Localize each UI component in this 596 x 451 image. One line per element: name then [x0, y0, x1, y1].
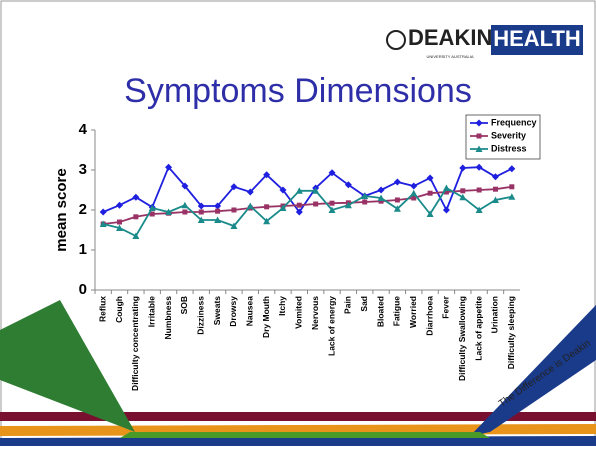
- x-tick-label: SOB: [179, 296, 189, 314]
- slide: DEAKIN HEALTH UNIVERSITY AUSTRALIA Sympt…: [0, 0, 596, 446]
- x-tick-label: Itchy: [277, 296, 287, 316]
- y-tick-label: 0: [79, 281, 87, 298]
- marker: [215, 209, 220, 214]
- x-tick-label: Nausea: [245, 296, 255, 327]
- y-tick-label: 1: [79, 241, 87, 258]
- x-tick-label: Dry Mouth: [261, 296, 271, 338]
- x-tick-label: Drowsy: [228, 296, 238, 327]
- x-tick-label: Sad: [359, 296, 369, 312]
- x-tick-label: Sweats: [212, 296, 222, 326]
- x-tick-label: Nervous: [310, 296, 320, 330]
- brand-sub: UNIVERSITY AUSTRALIA: [426, 54, 473, 59]
- x-tick-label: Dizziness: [196, 296, 206, 335]
- x-tick-label: Lack of appetite: [473, 296, 483, 361]
- marker: [362, 200, 367, 205]
- logo-crest: [387, 31, 405, 49]
- x-tick-label: Difficulty concentrating: [130, 296, 140, 391]
- x-tick-label: Cough: [114, 296, 124, 323]
- marker: [330, 201, 335, 206]
- marker: [428, 191, 433, 196]
- x-tick-label: Numbness: [163, 296, 173, 340]
- brand-name: DEAKIN: [408, 25, 492, 50]
- marker: [477, 188, 482, 193]
- y-tick-label: 3: [79, 161, 87, 178]
- brand-unit: HEALTH: [493, 26, 581, 51]
- x-tick-label: Reflux: [97, 296, 107, 322]
- legend-label: Frequency: [491, 117, 537, 127]
- x-tick-label: Difficulty sleeping: [506, 296, 516, 369]
- marker: [182, 210, 187, 215]
- marker: [117, 220, 122, 225]
- chart-title: Symptoms Dimensions: [124, 72, 472, 110]
- x-tick-label: Fatigue: [392, 296, 402, 326]
- y-axis-label: mean score: [53, 168, 70, 251]
- x-tick-label: Fever: [441, 295, 451, 318]
- legend-label: Distress: [491, 143, 527, 153]
- x-tick-label: Worried: [408, 296, 418, 328]
- x-tick-label: Vomited: [294, 296, 304, 329]
- x-tick-label: Urination: [490, 296, 500, 333]
- marker: [509, 184, 514, 189]
- marker: [460, 188, 465, 193]
- x-tick-label: Bloated: [375, 296, 385, 327]
- x-tick-label: Pain: [343, 296, 353, 314]
- y-tick-label: 2: [79, 201, 87, 218]
- x-tick-label: Difficulty Swallowing: [457, 296, 467, 381]
- marker: [231, 208, 236, 213]
- marker: [313, 202, 318, 207]
- marker: [395, 198, 400, 203]
- y-tick-label: 4: [79, 121, 88, 138]
- marker: [477, 134, 482, 139]
- marker: [493, 187, 498, 192]
- legend-label: Severity: [491, 130, 526, 140]
- marker: [297, 203, 302, 208]
- x-tick-label: Diarrhoea: [424, 296, 434, 336]
- ribbon-green: [120, 432, 490, 438]
- marker: [199, 210, 204, 215]
- x-tick-label: Irritable: [146, 296, 156, 327]
- marker: [133, 214, 138, 219]
- x-tick-label: Lack of energy: [326, 296, 336, 356]
- marker: [264, 204, 269, 209]
